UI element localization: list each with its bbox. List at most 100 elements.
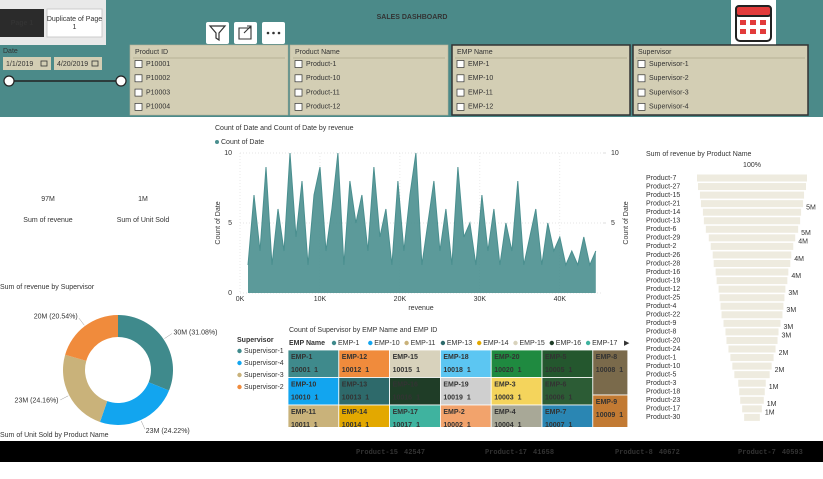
slicer-item[interactable]: EMP-1: [468, 61, 490, 68]
slicer-item[interactable]: EMP-10: [468, 75, 493, 82]
legend-label[interactable]: EMP-16: [556, 340, 581, 347]
checkbox[interactable]: [294, 60, 303, 68]
treemap-cell[interactable]: [389, 377, 441, 406]
checkbox[interactable]: [637, 74, 646, 83]
checkbox[interactable]: [637, 88, 646, 97]
treemap-cell[interactable]: [592, 349, 629, 396]
slicer-item[interactable]: Product-1: [306, 61, 336, 68]
legend-marker: [237, 372, 242, 378]
legend-label[interactable]: EMP-11: [411, 340, 436, 347]
more-button[interactable]: [262, 22, 285, 44]
funnel-bar: [720, 302, 784, 310]
checkbox[interactable]: [134, 60, 143, 68]
treemap-cell[interactable]: [541, 349, 594, 378]
checkbox[interactable]: [134, 74, 143, 83]
legend-title: EMP Name: [289, 340, 325, 347]
treemap-cell[interactable]: [338, 377, 390, 406]
legend-label[interactable]: EMP-14: [483, 340, 508, 347]
slicer-item[interactable]: EMP-11: [468, 89, 493, 96]
funnel-bar: [740, 396, 764, 404]
checkbox[interactable]: [134, 103, 143, 111]
legend-label[interactable]: Supervisor-3: [244, 372, 284, 379]
cell-id: 10020: [494, 367, 514, 374]
checkbox[interactable]: [637, 103, 646, 111]
slicer-item[interactable]: Product-10: [306, 75, 340, 82]
ticker-value: 40672: [659, 449, 680, 457]
date-input[interactable]: [3, 57, 51, 70]
tab: [46, 8, 103, 38]
slicer-item[interactable]: P10002: [146, 75, 170, 82]
chart-title: Count of Supervisor by EMP Name and EMP …: [289, 327, 437, 334]
funnel-bar: [699, 191, 805, 199]
tab-label[interactable]: Page 1: [11, 20, 34, 27]
treemap-cell[interactable]: [439, 349, 492, 378]
slicer-item[interactable]: P10004: [146, 104, 170, 111]
legend-label[interactable]: EMP-17: [592, 340, 617, 347]
cell-detail: 10011 1: [291, 422, 318, 429]
slicer-item[interactable]: EMP-12: [468, 104, 493, 111]
funnel-bar: [732, 362, 772, 370]
cell-detail: 10018 1: [443, 367, 470, 374]
cell-count: 1: [365, 422, 369, 429]
area-line: [247, 152, 597, 267]
slicer-item[interactable]: Supervisor-2: [649, 75, 689, 82]
date-range-handle[interactable]: [3, 75, 15, 87]
list-slicer: [129, 44, 289, 116]
checkbox[interactable]: [294, 88, 303, 97]
legend-label[interactable]: EMP-13: [447, 340, 472, 347]
funnel-bar: [730, 354, 774, 362]
legend-label[interactable]: EMP-10: [374, 340, 399, 347]
focus-button[interactable]: [234, 22, 257, 44]
date-input[interactable]: [54, 57, 102, 70]
date-range-handle[interactable]: [115, 75, 127, 87]
legend-label[interactable]: Supervisor-2: [244, 384, 284, 391]
slicer-item[interactable]: Supervisor-1: [649, 61, 689, 68]
filter-button[interactable]: [206, 22, 229, 44]
treemap-cell[interactable]: [288, 377, 340, 406]
legend-scroll-arrow[interactable]: ▶: [624, 340, 630, 347]
treemap-cell[interactable]: [592, 394, 629, 435]
calendar-glyph: [91, 60, 99, 67]
checkbox[interactable]: [456, 74, 465, 83]
cell-detail: 10019 1: [443, 394, 470, 401]
data-label: 3M: [788, 290, 798, 297]
checkbox[interactable]: [456, 60, 465, 68]
list-slicer: [451, 44, 631, 116]
legend-marker: [237, 360, 242, 366]
checkbox[interactable]: [294, 74, 303, 83]
legend-label[interactable]: Supervisor-4: [244, 360, 284, 367]
slicer-item[interactable]: P10001: [146, 61, 170, 68]
slicer-item[interactable]: Supervisor-4: [649, 104, 689, 111]
cell-label: EMP-5: [545, 354, 567, 361]
treemap-cell[interactable]: [338, 349, 390, 378]
legend-label[interactable]: EMP-15: [520, 340, 545, 347]
checkbox[interactable]: [456, 88, 465, 97]
chart-title: Sum of Unit Sold by Product Name: [0, 432, 109, 439]
checkbox[interactable]: [456, 103, 465, 111]
cell-id: 10009: [596, 412, 616, 419]
legend-label[interactable]: EMP-1: [338, 340, 360, 347]
x-tick-label: 0K: [236, 296, 245, 303]
checkbox[interactable]: [294, 103, 303, 111]
cell-count: 1: [416, 367, 420, 374]
category-label: Product-1: [646, 354, 676, 361]
slicer-item[interactable]: Supervisor-3: [649, 89, 689, 96]
cell-label: EMP-7: [545, 409, 567, 416]
checkbox[interactable]: [134, 88, 143, 97]
legend-marker: [440, 340, 446, 346]
ticker-name: Product-8: [615, 449, 653, 457]
treemap-cell[interactable]: [439, 377, 492, 406]
funnel-bar: [700, 200, 804, 208]
cell-label: EMP-17: [393, 409, 418, 416]
leader-line: [78, 317, 85, 326]
legend-label[interactable]: Supervisor-1: [244, 348, 284, 355]
tab-label[interactable]: Duplicate of Page 1: [47, 16, 102, 31]
slicer-item[interactable]: Product-12: [306, 104, 340, 111]
calendar-glyph: [40, 60, 48, 67]
slicer-item[interactable]: P10003: [146, 89, 170, 96]
checkbox[interactable]: [637, 60, 646, 68]
treemap-cell[interactable]: [288, 349, 340, 378]
cell-label: EMP-6: [545, 381, 567, 388]
slicer-item[interactable]: Product-11: [306, 89, 340, 96]
